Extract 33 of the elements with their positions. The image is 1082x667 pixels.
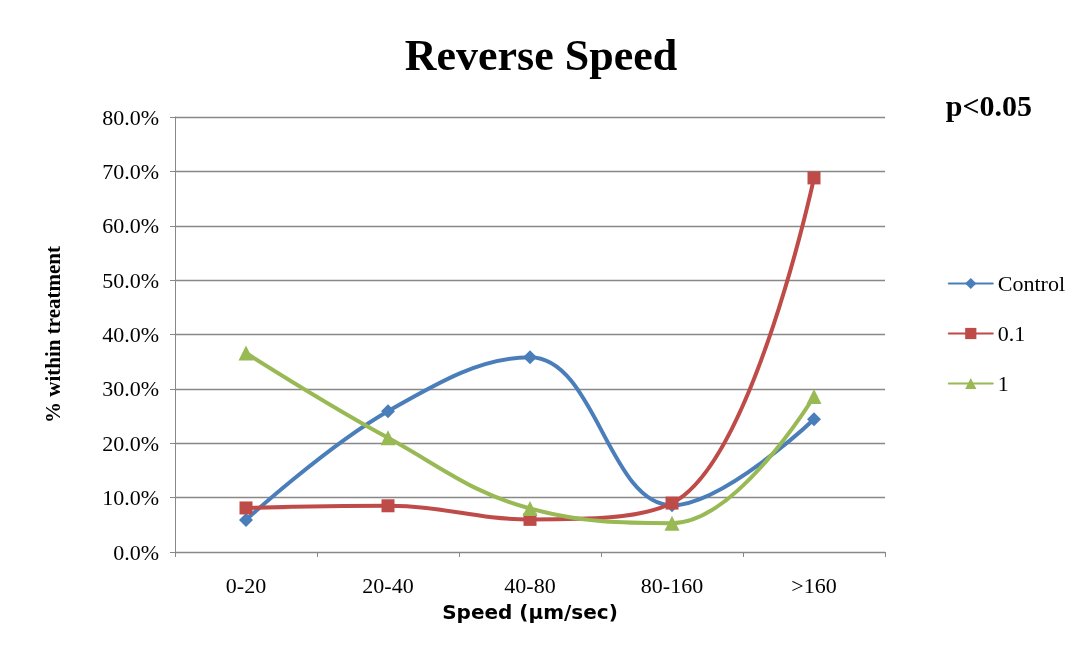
y-axis-title: % within treatment [40,246,65,423]
point [807,171,821,185]
y-tick-label: 40.0% [102,322,159,347]
point [381,499,395,513]
point [238,345,254,361]
point [522,501,538,516]
text: p<0.05 [945,88,1032,122]
point [381,404,395,419]
point [664,515,680,531]
chart-title: Reverse Speed [404,30,678,80]
legend-label: 0.1 [997,321,1026,346]
y-tick-label: 10.0% [102,485,159,511]
x-tick-label: 40-80 [504,572,556,598]
y-tick-label: 20.0% [102,430,159,456]
y-tick-label: 30.0% [102,376,159,402]
x-axis-title: Speed (µm/sec) [442,600,618,624]
y-tick-label: 80.0% [102,104,159,130]
x-tick-label: >160 [791,572,837,598]
x-tick-label: 0-20 [225,572,267,598]
y-tick-label: 0.0% [113,539,159,565]
y-tick-label: 50.0% [102,267,159,293]
point [806,388,822,404]
legend-label: Control [997,271,1066,296]
x-tick-label: 20-40 [362,572,414,598]
y-tick-label: 60.0% [102,213,159,239]
legend-label: 1 [997,371,1009,396]
point [380,430,396,446]
y-tick-label: 70.0% [102,158,159,184]
point [523,350,537,365]
point [807,412,821,427]
point [239,512,253,527]
point [239,501,253,515]
x-tick-label: 80-160 [640,572,704,598]
